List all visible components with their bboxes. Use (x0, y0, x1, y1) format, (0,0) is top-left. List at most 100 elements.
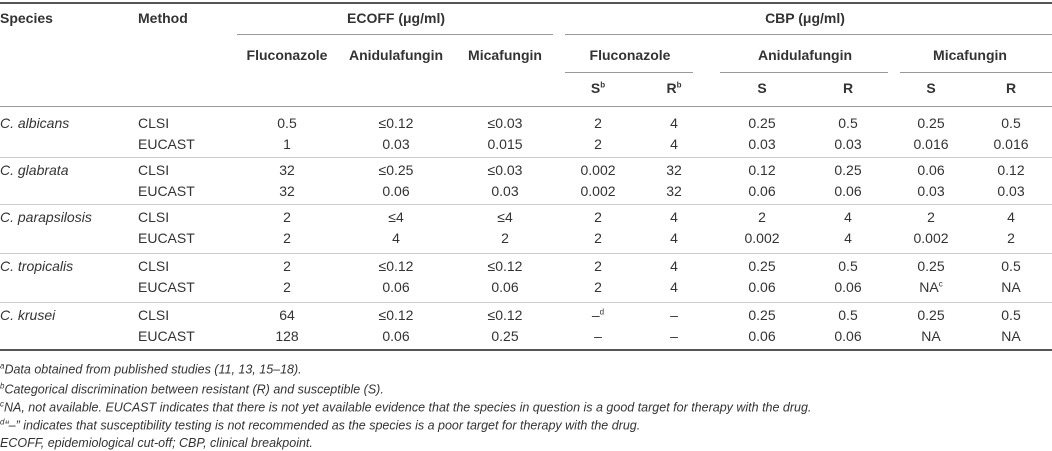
cell: 0.06 (917, 162, 945, 178)
subcol-header: S (757, 80, 766, 96)
cell: 2 (283, 279, 291, 295)
cell: 0.12 (997, 162, 1025, 178)
cell: ≤0.03 (487, 162, 523, 178)
drug-header: Micafungin (468, 47, 542, 63)
cell-text: R (666, 80, 677, 96)
footnote: aData obtained from published studies (1… (0, 361, 302, 376)
column-header: Method (138, 10, 188, 26)
cell: 0.03 (748, 136, 776, 152)
cell: 2 (594, 258, 602, 274)
drug-header: Anidulafungin (348, 47, 444, 63)
cell: 2 (758, 209, 766, 225)
cell: 0.06 (748, 279, 776, 295)
cell: 0.03 (917, 183, 945, 199)
cell: 0.06 (748, 183, 776, 199)
subcol-header: Sb (591, 80, 605, 96)
cell: ≤0.12 (378, 258, 414, 274)
cell: ≤0.12 (378, 115, 414, 131)
method: EUCAST (138, 183, 195, 199)
row-rule (0, 253, 1052, 254)
cell: 2 (594, 115, 602, 131)
cell: 0.06 (382, 183, 410, 199)
footnote-text: Categorical discrimination between resis… (4, 382, 384, 397)
column-header: Species (0, 10, 53, 26)
bottom-rule (0, 349, 1052, 351)
cell: 0.12 (748, 162, 776, 178)
cell: 4 (844, 230, 852, 246)
footnote-text: “–” indicates that susceptibility testin… (4, 418, 641, 433)
cell: 2 (594, 136, 602, 152)
cell: – (670, 328, 678, 344)
subcol-header: S (926, 80, 935, 96)
method: CLSI (138, 258, 170, 274)
cell: 0.002 (580, 183, 616, 199)
top-rule (0, 2, 1052, 4)
cell: – (670, 307, 678, 323)
subcol-header: Rb (666, 80, 681, 96)
cell: ≤0.12 (487, 258, 523, 274)
cell: 32 (666, 162, 682, 178)
footnote: d“–” indicates that susceptibility testi… (0, 417, 640, 432)
cell: 0.03 (491, 183, 519, 199)
cell: 0.03 (382, 136, 410, 152)
footnote-text: Data obtained from published studies (11… (4, 362, 302, 377)
cell-text: S (757, 80, 767, 96)
cell: 1 (283, 136, 291, 152)
cell: 0.25 (748, 307, 776, 323)
species: C. krusei (0, 307, 56, 323)
cell: 2 (594, 209, 602, 225)
method: EUCAST (138, 328, 195, 344)
cell: 4 (392, 230, 400, 246)
header-rule (0, 106, 1052, 107)
row-rule (0, 302, 1052, 303)
cell: 4 (670, 209, 678, 225)
cell: 0.016 (913, 136, 949, 152)
cell: 0.06 (382, 279, 410, 295)
cell: 32 (279, 162, 295, 178)
method: CLSI (138, 115, 170, 131)
group-header: CBP (μg/ml) (765, 10, 845, 26)
cell: 0.06 (834, 279, 862, 295)
cell: 0.06 (834, 183, 862, 199)
cell: 0.25 (917, 115, 945, 131)
cell: NA (1001, 328, 1021, 344)
cell: 32 (666, 183, 682, 199)
footnote-text: NA, not available. EUCAST indicates that… (4, 400, 812, 415)
cell: 0.25 (748, 115, 776, 131)
cell: 32 (279, 183, 295, 199)
cell: 0.002 (913, 230, 949, 246)
cell: 0.5 (1001, 307, 1021, 323)
cell: 2 (1007, 230, 1015, 246)
cell: NA (1001, 279, 1021, 295)
method: EUCAST (138, 279, 195, 295)
cell: 2 (283, 230, 291, 246)
superscript: c (938, 279, 943, 289)
cbp-rule (565, 34, 1052, 35)
cell-text: R (1005, 80, 1017, 96)
cell: 0.5 (838, 307, 858, 323)
cell: 2 (594, 230, 602, 246)
cell: 2 (501, 230, 509, 246)
superscript: b (676, 80, 682, 90)
cell: 2 (594, 279, 602, 295)
footnote: ECOFF, epidemiological cut-off; CBP, cli… (0, 436, 313, 450)
method: CLSI (138, 209, 170, 225)
cell: ≤0.12 (487, 307, 523, 323)
drug-header: Fluconazole (246, 47, 328, 63)
cell: 128 (275, 328, 299, 344)
cell: 0.015 (487, 136, 523, 152)
cell: 0.5 (838, 115, 858, 131)
sub-rule (900, 72, 1052, 73)
drug-header: Fluconazole (589, 47, 671, 63)
drug-header: Micafungin (933, 47, 1007, 63)
superscript: b (600, 80, 606, 90)
cell: ≤0.12 (378, 307, 414, 323)
superscript: a (0, 361, 5, 371)
cell: 2 (283, 258, 291, 274)
row-rule (0, 204, 1052, 205)
superscript: d (599, 307, 605, 317)
method: CLSI (138, 307, 170, 323)
cell-text: S (926, 80, 936, 96)
cell: 4 (670, 115, 678, 131)
